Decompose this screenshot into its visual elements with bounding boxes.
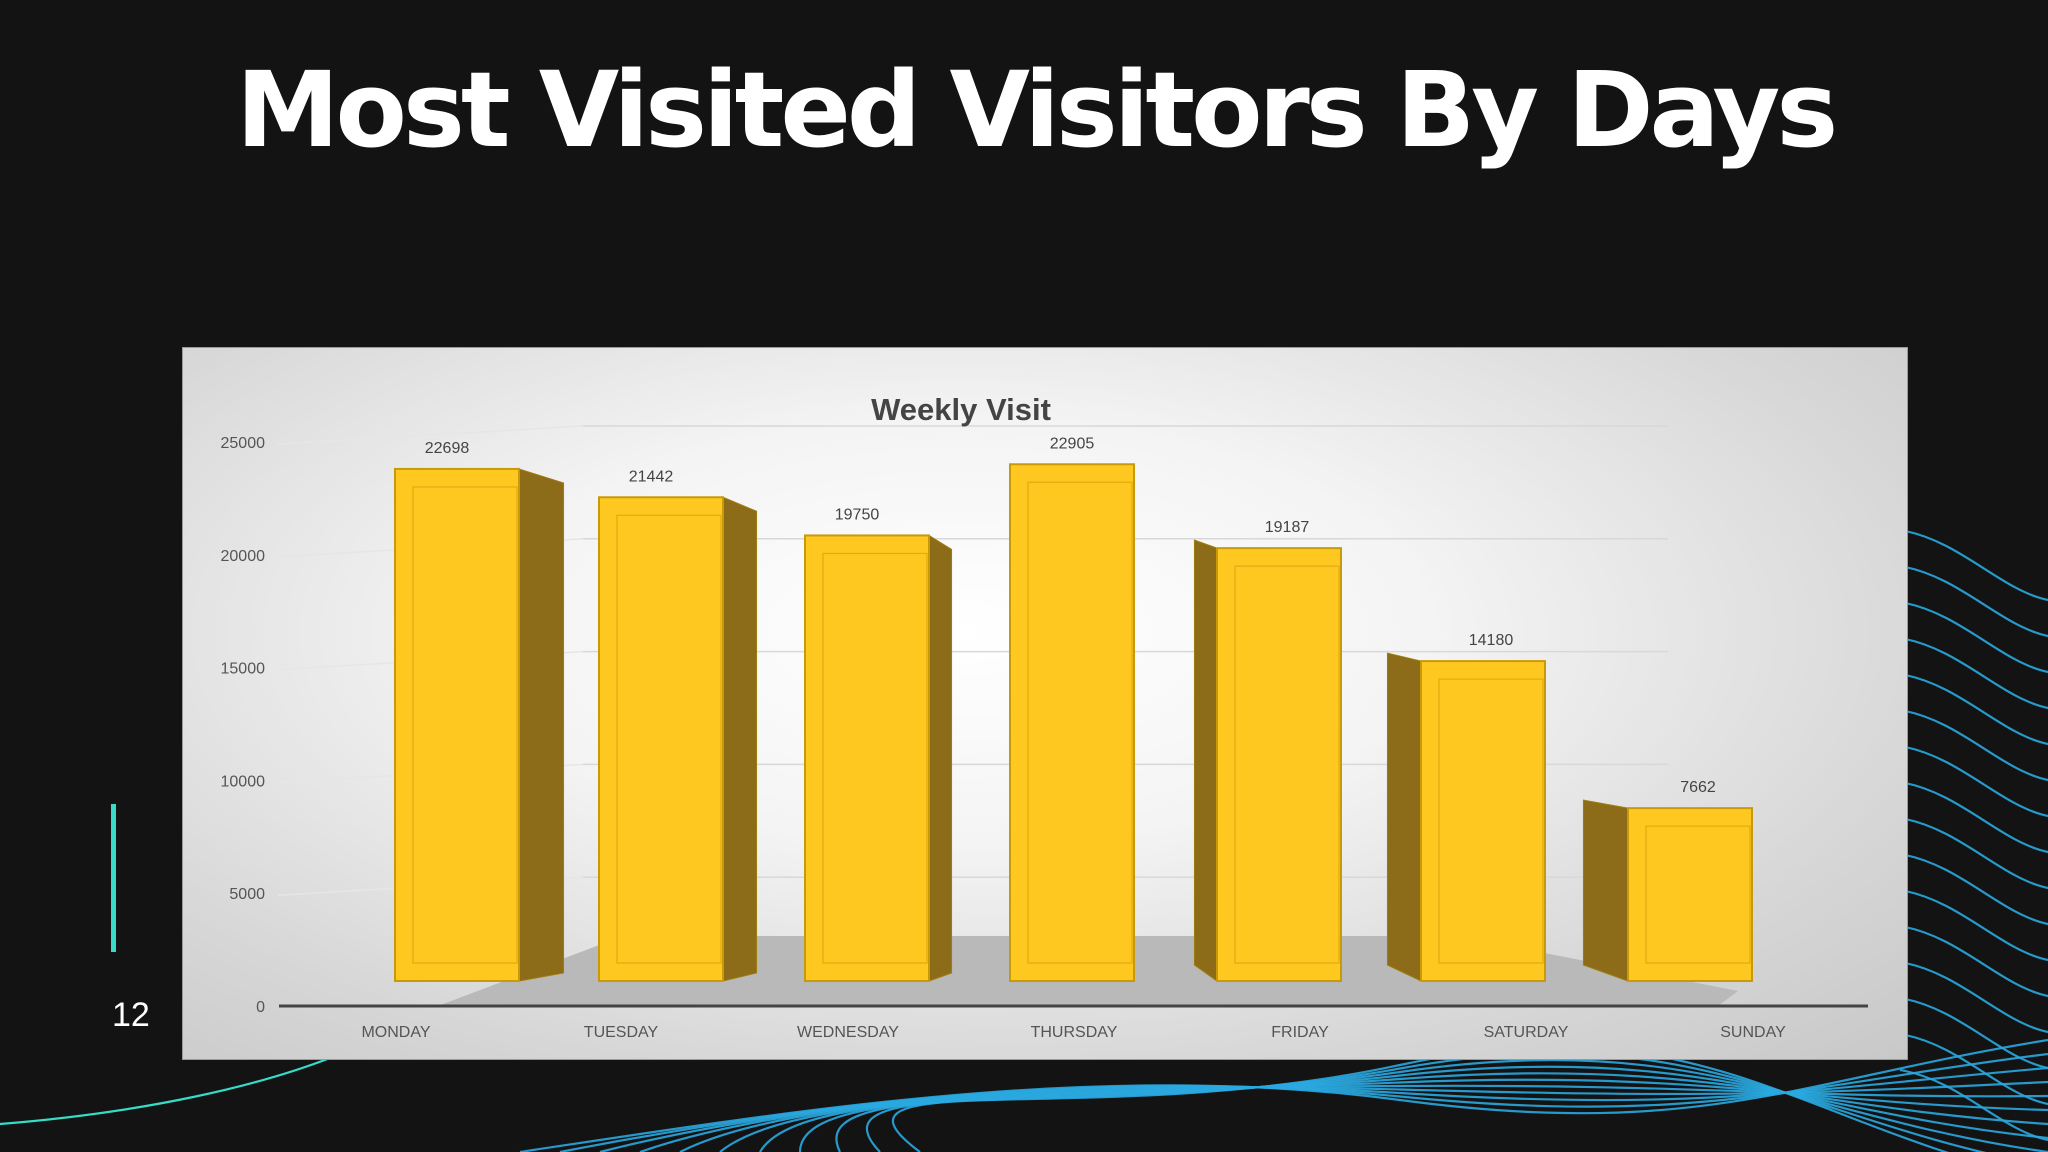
data-label: 7662 — [1680, 779, 1716, 796]
wave-line-right — [1899, 1032, 2048, 1106]
y-tick-label: 0 — [256, 999, 265, 1016]
wave-line-right — [1899, 852, 2048, 926]
bar-front — [394, 467, 520, 983]
wave-line-right — [1899, 960, 2048, 1034]
wave-line-right — [1899, 564, 2048, 638]
wave-line-right — [1899, 672, 2048, 746]
data-label: 21442 — [629, 468, 674, 485]
x-tick-label: THURSDAY — [1031, 1024, 1118, 1041]
wave-line-bottom — [798, 1065, 2048, 1152]
data-label: 19187 — [1265, 519, 1310, 536]
wave-line-right — [1899, 744, 2048, 818]
wave-line-bottom — [865, 1052, 1987, 1152]
accent-line — [111, 804, 116, 952]
bar-front — [1627, 807, 1753, 983]
bar-front — [1420, 660, 1546, 982]
bar-thursday — [1009, 463, 1135, 983]
slide-title: Most Visited Visitors By Days — [236, 49, 1838, 171]
bar-side — [1582, 799, 1629, 982]
x-tick-label: SUNDAY — [1720, 1024, 1786, 1041]
bar-side — [518, 468, 565, 982]
wave-line-right — [1899, 996, 2048, 1070]
bar-saturday — [1386, 652, 1546, 982]
wave-line-bottom — [639, 1080, 2048, 1152]
bar-front — [598, 496, 724, 982]
x-tick-label: WEDNESDAY — [797, 1024, 899, 1041]
wave-line-bottom — [891, 1045, 1950, 1152]
wave-line-right — [1899, 780, 2048, 854]
x-tick-label: FRIDAY — [1271, 1024, 1329, 1041]
wave-line-right — [1899, 600, 2048, 674]
chart-panel: 25000 20000 15000 10000 5000 0 Weekly Visit 226… — [182, 347, 1908, 1060]
bar-inner-edge — [616, 514, 722, 964]
data-label: 22905 — [1050, 435, 1095, 452]
bar-friday — [1193, 539, 1342, 983]
wave-line-right — [1899, 1068, 2048, 1142]
bar-inner-edge — [822, 552, 928, 964]
wave-line-bottom — [679, 1084, 2048, 1152]
x-tick-label: TUESDAY — [584, 1024, 659, 1041]
data-label: 22698 — [425, 440, 470, 457]
bar-front — [804, 534, 930, 982]
x-tick-label: SATURDAY — [1484, 1024, 1569, 1041]
wave-line-right — [1899, 816, 2048, 890]
y-tick-label: 20000 — [221, 548, 266, 565]
wave-line-bottom — [719, 1078, 2048, 1152]
bar-front — [1216, 547, 1342, 983]
y-tick-label: 15000 — [221, 661, 266, 678]
bar-front — [1009, 463, 1135, 983]
bar-monday — [394, 467, 565, 983]
gridline-left — [277, 425, 584, 445]
wave-line-right — [1899, 924, 2048, 998]
wave-line-right — [1899, 636, 2048, 710]
y-tick-label: 25000 — [221, 435, 266, 452]
bar-tuesday — [598, 496, 758, 982]
bar-wednesday — [804, 534, 953, 982]
wave-line-right — [1899, 528, 2048, 602]
bar-inner-edge — [1438, 678, 1544, 964]
wave-line-bottom — [835, 1058, 2048, 1152]
bar-inner-edge — [1027, 481, 1133, 964]
data-label: 14180 — [1469, 632, 1514, 649]
wave-line-bottom — [519, 1038, 2048, 1152]
wave-line-right — [1899, 708, 2048, 782]
bar-inner-edge — [412, 486, 518, 964]
page-number: 12 — [112, 996, 150, 1034]
bar-side — [928, 534, 953, 982]
wave-line-bottom — [759, 1072, 2048, 1152]
bar-sunday — [1582, 799, 1753, 983]
bar-inner-edge — [1645, 825, 1751, 964]
y-tick-label: 10000 — [221, 773, 266, 790]
wave-line-left — [0, 1056, 331, 1126]
bar-inner-edge — [1234, 565, 1340, 964]
bar-side — [1193, 539, 1218, 982]
bar-side — [722, 496, 758, 982]
bar-chart: 25000 20000 15000 10000 5000 0 Weekly Visit 226… — [221, 392, 1868, 1041]
y-tick-label: 5000 — [229, 886, 265, 903]
data-label: 19750 — [835, 506, 880, 523]
wave-line-right — [1899, 888, 2048, 962]
chart-title: Weekly Visit — [871, 392, 1051, 427]
x-tick-label: MONDAY — [361, 1024, 430, 1041]
bar-side — [1386, 652, 1422, 982]
